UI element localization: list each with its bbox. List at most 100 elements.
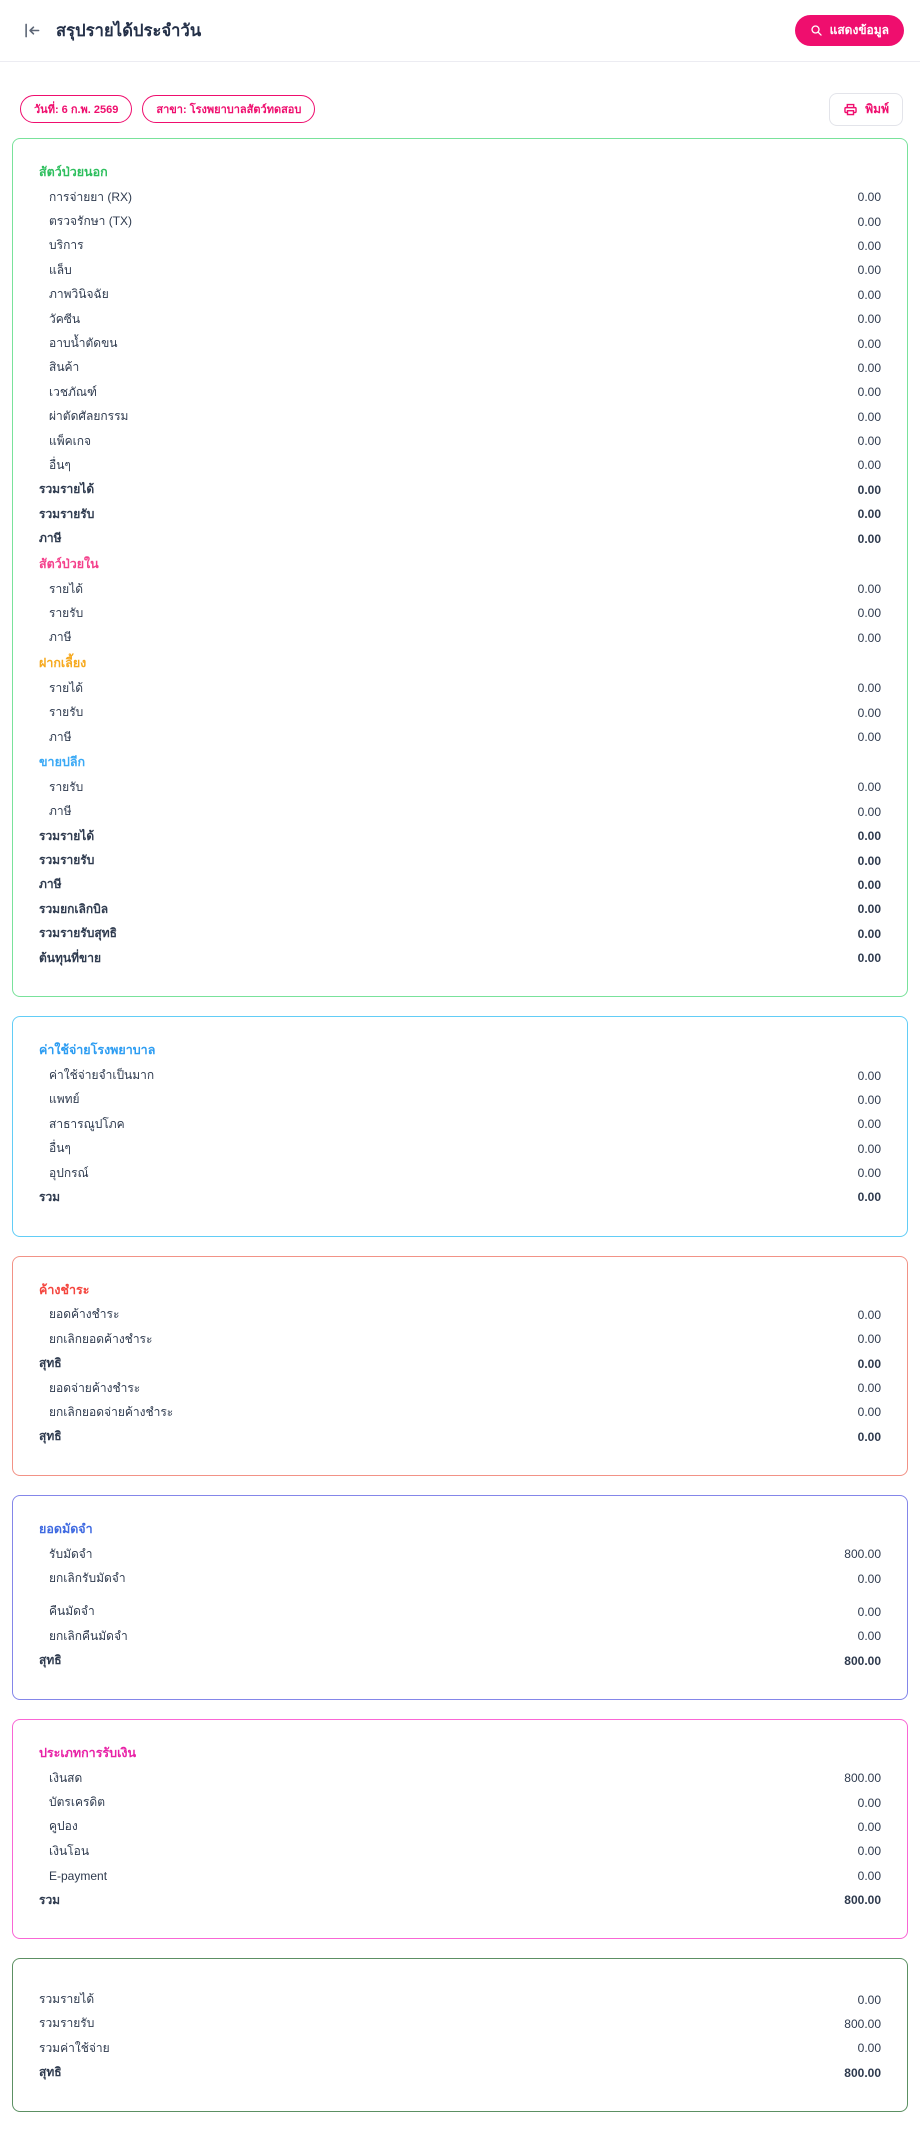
row-label: ยอดค้างชำระ (49, 1307, 120, 1322)
payment-type-card: ประเภทการรับเงิน เงินสด 800.00 บัตรเครดิต 0.… (12, 1718, 908, 1940)
section-heading-row: ฝากเลี้ยง (39, 650, 881, 676)
row-value: 0.00 (857, 1868, 881, 1883)
row-value: 0.00 (857, 853, 881, 868)
data-row: ยกเลิกรับมัดจำ 0.00 (39, 1566, 881, 1590)
hospital-expense-card: ค่าใช้จ่ายโรงพยาบาล ค่าใช้จ่ายจำเป็นมาก 0.… (12, 1016, 908, 1237)
row-value: 0.00 (857, 630, 881, 645)
row-value: 0.00 (857, 1571, 881, 1586)
row-label: อื่นๆ (49, 1141, 71, 1156)
row-value: 0.00 (857, 1604, 881, 1619)
data-row: คืนมัดจำ 0.00 (39, 1600, 881, 1624)
row-value: 0.00 (857, 458, 881, 473)
row-label: อาบน้ำตัดขน (49, 336, 118, 351)
data-row: รับมัดจำ 800.00 (39, 1542, 881, 1566)
row-label: เงินโอน (49, 1843, 90, 1858)
row-label: ต้นทุนที่ขาย (39, 950, 101, 965)
row-label: ผ่าตัดศัลยกรรม (49, 409, 129, 424)
section-heading-row: ค่าใช้จ่ายโรงพยาบาล (39, 1037, 881, 1063)
data-row: ค่าใช้จ่ายจำเป็นมาก 0.00 (39, 1063, 881, 1087)
branch-filter-badge: สาขา: โรงพยาบาลสัตว์ทดสอบ (142, 95, 316, 123)
data-row: วัคซีน 0.00 (39, 307, 881, 331)
data-row: ยอดค้างชำระ 0.00 (39, 1303, 881, 1327)
row-spacer (39, 1591, 881, 1600)
row-value: 800.00 (844, 1653, 881, 1668)
data-row: รายรับ 0.00 (39, 601, 881, 625)
print-button[interactable]: พิมพ์ (829, 92, 903, 126)
row-value: 0.00 (857, 190, 881, 205)
data-row: รวมรายได้ 0.00 (39, 1987, 881, 2011)
row-value: 0.00 (857, 877, 881, 892)
row-value: 0.00 (857, 360, 881, 375)
row-label: ยกเลิกยอดจ่ายค้างชำระ (49, 1404, 174, 1419)
section-heading: ค้างชำระ (39, 1282, 90, 1297)
row-label: วัคซีน (49, 311, 81, 326)
row-label: สุทธิ (39, 1653, 62, 1668)
cards: สัตว์ป่วยนอกการจ่ายยา (RX) 0.00 ตรวจรักษา … (0, 126, 920, 2146)
row-value: 0.00 (857, 606, 881, 621)
row-value: 0.00 (857, 1092, 881, 1107)
row-value: 0.00 (857, 2041, 881, 2056)
row-label: รวมค่าใช้จ่าย (39, 2040, 110, 2055)
printer-icon (844, 103, 858, 115)
data-row: รวม 800.00 (39, 1888, 881, 1912)
row-label: รวมรายได้ (39, 482, 95, 497)
data-row: แพ็คเกจ 0.00 (39, 429, 881, 453)
row-value: 0.00 (857, 1819, 881, 1834)
data-row: สินค้า 0.00 (39, 356, 881, 380)
section-heading: สัตว์ป่วยใน (39, 556, 99, 571)
data-row: สาธารณูปโภค 0.00 (39, 1112, 881, 1136)
data-row: คูปอง 0.00 (39, 1815, 881, 1839)
section-heading: ขายปลีก (39, 755, 86, 770)
data-row: ยกเลิกยอดค้างชำระ 0.00 (39, 1327, 881, 1351)
row-label: ภาษี (39, 877, 62, 892)
data-row: การจ่ายยา (RX) 0.00 (39, 185, 881, 209)
row-value: 0.00 (857, 1166, 881, 1181)
data-row: ยกเลิกคืนมัดจำ 0.00 (39, 1624, 881, 1648)
row-value: 0.00 (857, 1356, 881, 1371)
row-label: อุปกรณ์ (49, 1165, 89, 1180)
data-row: รวมรายได้ 0.00 (39, 824, 881, 848)
data-row: ผ่าตัดศัลยกรรม 0.00 (39, 405, 881, 429)
row-value: 0.00 (857, 1429, 881, 1444)
data-row: อาบน้ำตัดขน 0.00 (39, 331, 881, 355)
row-value: 0.00 (857, 1141, 881, 1156)
data-row: รายได้ 0.00 (39, 577, 881, 601)
row-label: รับมัดจำ (49, 1546, 93, 1561)
section-heading-row: ประเภทการรับเงิน (39, 1740, 881, 1766)
row-value: 0.00 (857, 1190, 881, 1205)
section-heading: ยอดมัดจำ (39, 1522, 93, 1537)
section-heading-row: สัตว์ป่วยนอก (39, 159, 881, 185)
back-icon (25, 23, 40, 38)
row-label: เวชภัณฑ์ (49, 384, 97, 399)
row-label: ยกเลิกคืนมัดจำ (49, 1628, 128, 1643)
row-value: 0.00 (857, 287, 881, 302)
print-label: พิมพ์ (865, 101, 889, 116)
row-label: รายได้ (49, 581, 84, 596)
row-label: การจ่ายยา (RX) (49, 189, 133, 204)
data-row: ต้นทุนที่ขาย 0.00 (39, 946, 881, 970)
collapse-back-button[interactable] (22, 21, 43, 40)
row-value: 0.00 (857, 385, 881, 400)
show-data-button[interactable]: แสดงข้อมูล (794, 15, 904, 46)
data-row: ภาษี 0.00 (39, 725, 881, 749)
row-label: เงินสด (49, 1770, 83, 1785)
row-value: 0.00 (857, 780, 881, 795)
row-label: ยกเลิกยอดค้างชำระ (49, 1331, 153, 1346)
row-label: ภาษี (49, 729, 72, 744)
row-value: 0.00 (857, 582, 881, 597)
row-value: 0.00 (857, 312, 881, 327)
data-row: ตรวจรักษา (TX) 0.00 (39, 209, 881, 233)
data-row: ภาษี 0.00 (39, 626, 881, 650)
row-label: แพทย์ (49, 1092, 80, 1107)
row-value: 800.00 (844, 1547, 881, 1562)
row-value: 0.00 (857, 409, 881, 424)
data-row: ภาษี 0.00 (39, 800, 881, 824)
data-row: รวม 0.00 (39, 1185, 881, 1209)
data-row: ยอดจ่ายค้างชำระ 0.00 (39, 1376, 881, 1400)
section-heading-row: ค้างชำระ (39, 1277, 881, 1303)
row-value: 0.00 (857, 434, 881, 449)
row-value: 0.00 (857, 730, 881, 744)
data-row: รายรับ 0.00 (39, 700, 881, 724)
data-row: สุทธิ 0.00 (39, 1351, 881, 1375)
row-label: ค่าใช้จ่ายจำเป็นมาก (49, 1068, 155, 1083)
